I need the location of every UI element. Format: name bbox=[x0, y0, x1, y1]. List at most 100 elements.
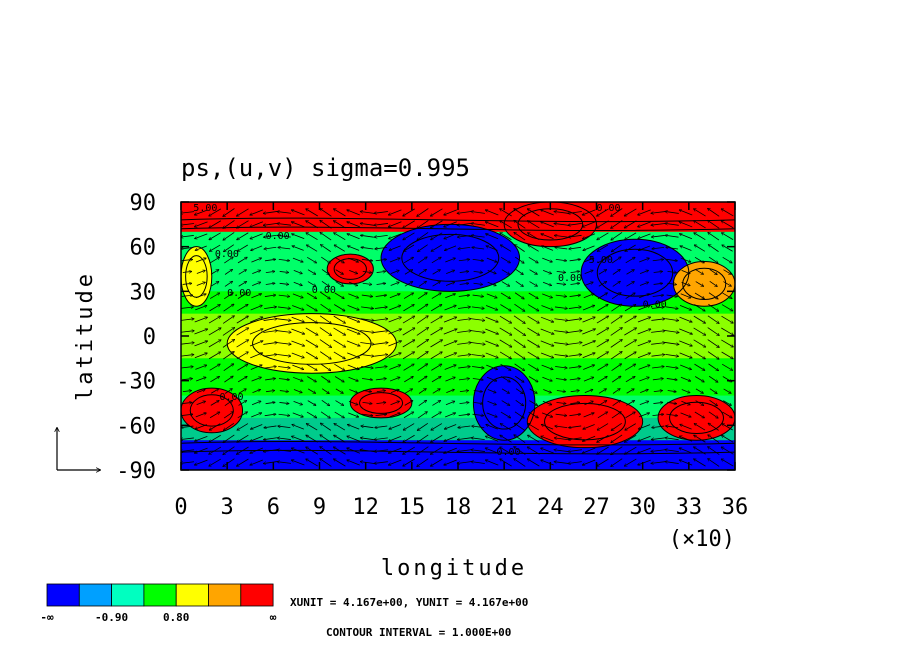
wind-vector bbox=[306, 209, 318, 217]
wind-vector bbox=[374, 355, 388, 357]
wind-vector bbox=[196, 270, 205, 274]
wind-vector bbox=[444, 221, 457, 227]
wind-vector bbox=[626, 401, 634, 406]
wind-vector bbox=[334, 363, 344, 370]
wind-vector bbox=[320, 459, 332, 467]
wind-vector bbox=[554, 235, 568, 238]
wind-vector bbox=[402, 328, 415, 336]
wind-vector bbox=[335, 388, 343, 393]
wind-vector bbox=[598, 401, 607, 406]
wind-vector bbox=[500, 459, 512, 467]
wind-vector bbox=[263, 331, 277, 333]
wind-vector bbox=[582, 317, 595, 323]
wind-vector bbox=[555, 366, 567, 368]
wind-vector bbox=[237, 458, 249, 466]
wind-vector bbox=[681, 389, 690, 392]
wind-vector bbox=[514, 256, 524, 263]
wind-vector bbox=[485, 448, 499, 454]
wind-vector bbox=[431, 257, 441, 264]
wind-vector bbox=[306, 459, 318, 467]
wind-vector bbox=[389, 245, 401, 250]
wind-vector bbox=[389, 413, 400, 418]
wind-vector bbox=[209, 458, 221, 466]
wind-vector bbox=[389, 435, 402, 441]
wind-vector bbox=[694, 209, 706, 217]
wind-vector bbox=[471, 223, 485, 226]
wind-vector bbox=[249, 341, 263, 347]
wind-vector bbox=[320, 447, 332, 455]
wind-vector bbox=[252, 282, 260, 286]
wind-vector bbox=[514, 411, 524, 418]
wind-vector bbox=[348, 257, 358, 262]
wind-vector bbox=[722, 424, 733, 431]
wind-vector bbox=[306, 304, 318, 311]
wind-vector bbox=[251, 294, 261, 299]
wind-vector bbox=[389, 258, 400, 263]
x-tick-label: 9 bbox=[313, 495, 326, 520]
wind-vector bbox=[721, 459, 734, 467]
wind-vector bbox=[626, 389, 634, 394]
wind-vector bbox=[457, 319, 471, 321]
wind-vector bbox=[320, 411, 330, 418]
wind-vector bbox=[528, 376, 538, 382]
wind-vector bbox=[611, 304, 621, 312]
wind-vector bbox=[251, 258, 261, 263]
colorbar-swatch bbox=[143, 583, 177, 607]
field-fill bbox=[181, 202, 735, 470]
wind-vector bbox=[721, 351, 733, 359]
contour-interval-note: CONTOUR INTERVAL = 1.000E+00 bbox=[326, 626, 511, 639]
wind-vector bbox=[528, 424, 540, 431]
wind-vector bbox=[597, 232, 609, 240]
wind-vector bbox=[458, 234, 471, 237]
wind-vector bbox=[347, 222, 360, 228]
wind-vector bbox=[610, 340, 622, 348]
wind-vector bbox=[277, 318, 290, 321]
wind-vector bbox=[471, 235, 485, 238]
wind-vector bbox=[680, 424, 692, 430]
wind-vector bbox=[679, 448, 693, 454]
wind-vector bbox=[626, 270, 635, 275]
wind-vector bbox=[321, 400, 330, 405]
wind-vector bbox=[346, 316, 359, 322]
wind-vector bbox=[335, 269, 344, 275]
wind-vector bbox=[485, 352, 498, 358]
wind-vector bbox=[348, 412, 358, 417]
wind-vector bbox=[694, 459, 706, 467]
wind-vector bbox=[278, 259, 290, 260]
wind-vector bbox=[681, 281, 690, 285]
wind-vector bbox=[293, 400, 303, 404]
wind-vector bbox=[305, 327, 318, 335]
wind-vector bbox=[346, 328, 360, 334]
wind-vector bbox=[250, 317, 262, 323]
wind-vector bbox=[541, 364, 553, 369]
wind-vector bbox=[209, 364, 220, 371]
wind-vector bbox=[347, 460, 360, 466]
x-axis-label: longitude bbox=[381, 556, 527, 581]
wind-vector bbox=[430, 352, 442, 360]
wind-vector bbox=[362, 390, 371, 391]
wind-vector bbox=[583, 294, 594, 299]
colorbar-swatch bbox=[175, 583, 209, 607]
wind-vector bbox=[388, 459, 402, 465]
wind-vector bbox=[540, 316, 554, 322]
wind-vector bbox=[554, 462, 569, 464]
wind-vector bbox=[513, 339, 525, 348]
wind-vector bbox=[443, 329, 457, 335]
wind-vector bbox=[334, 221, 346, 229]
wind-vector bbox=[291, 328, 304, 334]
wind-vector bbox=[431, 412, 442, 419]
x-tick-label: 6 bbox=[267, 495, 280, 520]
wind-vector bbox=[251, 413, 261, 418]
wind-vector bbox=[472, 247, 485, 250]
wind-vector bbox=[196, 282, 205, 286]
wind-vector bbox=[181, 307, 193, 308]
wind-vector bbox=[360, 438, 374, 441]
wind-vector bbox=[321, 281, 329, 286]
wind-vector bbox=[611, 364, 622, 371]
wind-vector bbox=[680, 234, 693, 240]
wind-vector bbox=[263, 342, 277, 345]
wind-vector bbox=[597, 244, 609, 251]
wind-vector bbox=[472, 259, 484, 260]
wind-vector bbox=[430, 328, 442, 336]
wind-vector bbox=[638, 424, 651, 430]
